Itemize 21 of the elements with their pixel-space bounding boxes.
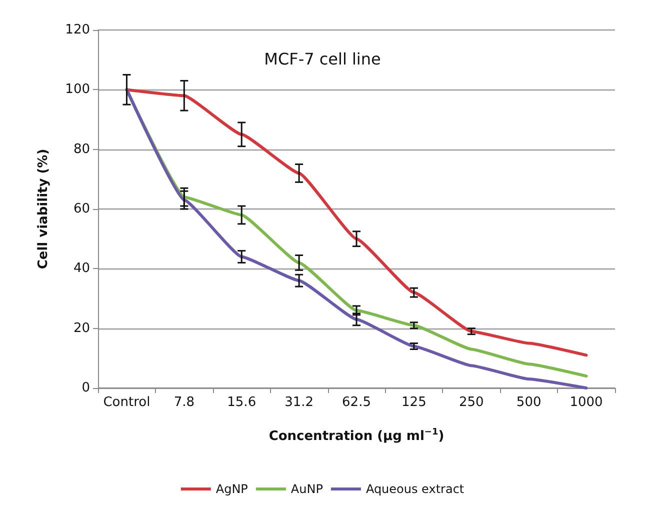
x-tick-label: 31.2 xyxy=(284,395,314,410)
legend-label: AgNP xyxy=(216,482,248,496)
x-tick-label: 1000 xyxy=(570,395,603,410)
x-tick-label: 250 xyxy=(458,395,484,410)
x-tick-label: 7.8 xyxy=(174,395,195,410)
y-tick-label: 20 xyxy=(73,320,90,336)
y-tick-label: 40 xyxy=(73,261,90,276)
x-tick-label: Control xyxy=(103,395,150,410)
y-tick-label: 120 xyxy=(65,22,90,38)
y-tick-label: 0 xyxy=(82,380,90,396)
y-tick-label: 80 xyxy=(73,142,90,157)
legend-label: AuNP xyxy=(290,482,323,496)
x-tick-label: 500 xyxy=(516,395,542,410)
x-tick-label: 15.6 xyxy=(227,395,256,410)
y-tick-label: 60 xyxy=(73,202,90,216)
y-tick-label: 100 xyxy=(65,82,90,98)
x-tick-label: 62.5 xyxy=(342,395,371,410)
y-axis-title: Cell viability (%) xyxy=(36,148,51,270)
legend-label: Aqueous extract xyxy=(366,482,464,496)
x-tick-label: 125 xyxy=(402,395,426,410)
text: MCF-7 cell line xyxy=(264,50,381,68)
